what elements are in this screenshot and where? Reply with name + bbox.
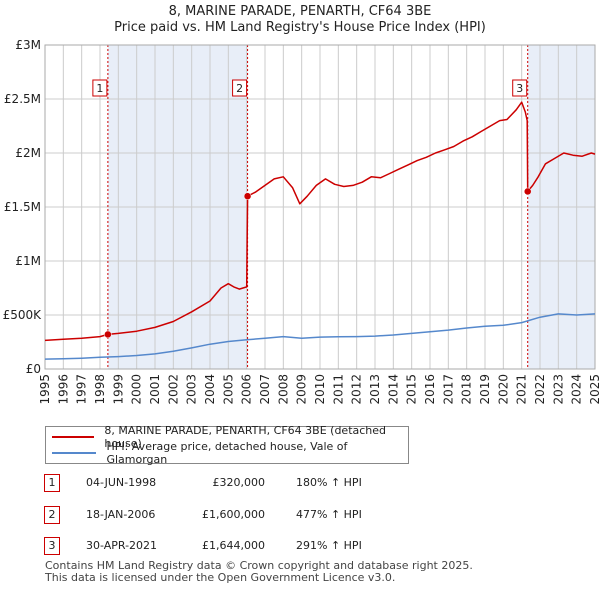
x-tick-label: 2003: [185, 374, 199, 405]
x-tick-label: 2007: [258, 374, 272, 405]
x-tick-label: 2013: [368, 374, 382, 405]
y-tick-label: £2.5M: [4, 92, 41, 106]
x-tick-label: 2018: [460, 374, 474, 405]
y-tick-label: £2M: [15, 146, 41, 160]
x-tick-label: 2006: [240, 374, 254, 405]
transaction-price: £1,644,000: [202, 539, 265, 552]
x-tick-label: 2015: [405, 374, 419, 405]
x-tick-label: 2012: [350, 374, 364, 405]
x-tick-label: 2016: [423, 374, 437, 405]
sale-point: [243, 192, 252, 200]
y-tick-label: £500K: [3, 308, 43, 322]
sale-point: [523, 187, 532, 196]
price-paid-line: [44, 101, 596, 342]
transaction-date: 04-JUN-1998: [86, 476, 157, 489]
transaction-date: 18-JAN-2006: [86, 508, 156, 521]
x-tick-label: 2019: [478, 374, 492, 405]
sale-point: [104, 330, 112, 339]
y-tick-label: £1.5M: [4, 200, 41, 214]
marker-badge: [512, 79, 528, 97]
chart-subtitle: Price paid vs. HM Land Registry's House …: [114, 20, 486, 35]
transaction-hpi: 180% ↑ HPI: [296, 476, 362, 489]
marker-badge: [92, 79, 108, 97]
x-tick-label: 1999: [111, 374, 125, 405]
x-tick-label: 2025: [588, 374, 600, 405]
transaction-number: 2: [44, 506, 60, 524]
marker-label: 3: [516, 82, 523, 95]
x-tick-label: 2002: [166, 374, 180, 405]
legend-hpi-label: HPI: Average price, detached house, Vale…: [106, 440, 348, 466]
plot-border: [44, 44, 596, 370]
price-chart: 1 2 3 £0 £500K £1M £1.5M £2M £2.5M £3M 1995 1996 199…: [3, 38, 600, 405]
transaction-price: £320,000: [212, 476, 266, 489]
x-tick-label: 2010: [313, 374, 327, 405]
x-tick-label: 2011: [331, 374, 345, 405]
y-tick-label: £3M: [15, 38, 41, 52]
transaction-row: 2 18-JAN-2006 £1,600,000 477% ↑ HPI: [0, 506, 600, 526]
legend-price-swatch: [52, 436, 95, 438]
hpi-line: [44, 313, 596, 360]
x-tick-label: 2021: [515, 374, 529, 405]
transaction-hpi: 477% ↑ HPI: [296, 508, 362, 521]
x-tick-label: 1997: [75, 374, 89, 405]
legend-item-hpi: HPI: Average price, detached house, Vale…: [52, 440, 408, 466]
x-tick-label: 2023: [551, 374, 565, 405]
x-tick-label: 2004: [203, 374, 217, 405]
legend: 8, MARINE PARADE, PENARTH, CF64 3BE (det…: [45, 424, 409, 466]
x-tick-label: 2022: [533, 374, 547, 405]
legend-item-price: 8, MARINE PARADE, PENARTH, CF64 3BE (det…: [52, 424, 408, 450]
transaction-row: 1 04-JUN-1998 £320,000 180% ↑ HPI: [0, 474, 600, 494]
x-tick-label: 2020: [496, 374, 510, 405]
x-tick-label: 1996: [56, 374, 70, 405]
x-tick-label: 2000: [130, 374, 144, 405]
marker-label: 2: [236, 82, 243, 95]
transaction-number: 1: [44, 474, 60, 492]
marker-label: 1: [96, 82, 103, 95]
x-tick-label: 2017: [441, 374, 455, 405]
marker-badge: [232, 79, 248, 97]
y-tick-label: £0: [26, 362, 41, 376]
transaction-price: £1,600,000: [202, 508, 265, 521]
x-tick-label: 2001: [148, 374, 162, 405]
x-tick-label: 2014: [386, 374, 400, 405]
footer-licence: This data is licensed under the Open Gov…: [45, 571, 396, 584]
legend-price-label: 8, MARINE PARADE, PENARTH, CF64 3BE (det…: [104, 424, 387, 450]
x-tick-label: 2008: [276, 374, 290, 405]
transaction-hpi: 291% ↑ HPI: [296, 539, 362, 552]
chart-title: 8, MARINE PARADE, PENARTH, CF64 3BE: [168, 4, 432, 19]
x-tick-label: 2009: [295, 374, 309, 405]
x-tick-label: 1998: [93, 374, 107, 405]
transaction-row: 3 30-APR-2021 £1,644,000 291% ↑ HPI: [0, 537, 600, 557]
footer-copyright: Contains HM Land Registry data © Crown c…: [45, 559, 473, 572]
transaction-number: 3: [44, 537, 60, 555]
y-tick-label: £1M: [15, 254, 41, 268]
x-tick-label: 2024: [570, 374, 584, 405]
legend-hpi-swatch: [52, 452, 97, 454]
x-tick-label: 1995: [38, 374, 52, 405]
transaction-date: 30-APR-2021: [86, 539, 158, 552]
x-tick-label: 2005: [221, 374, 235, 405]
